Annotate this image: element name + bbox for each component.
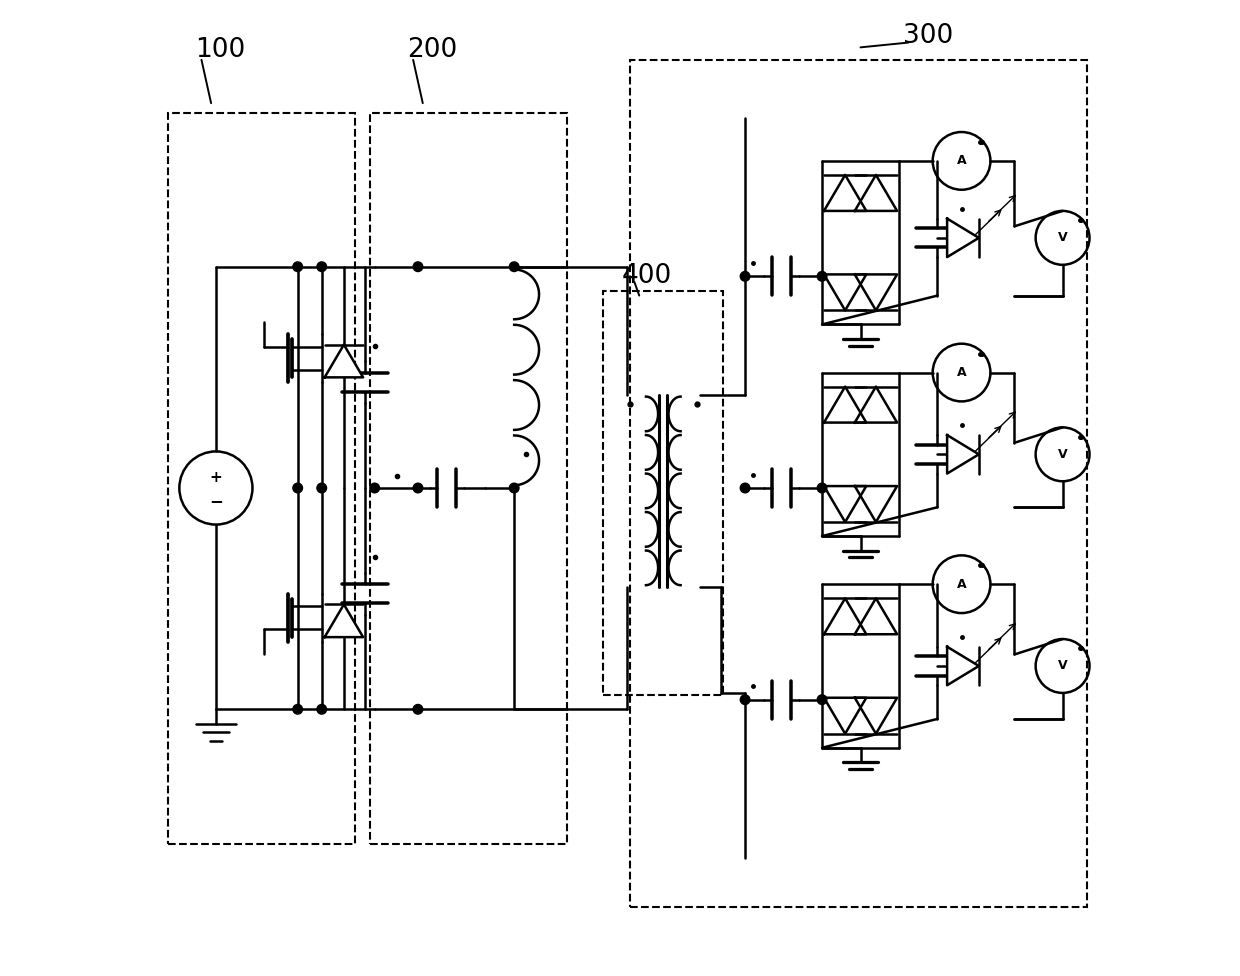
Polygon shape <box>854 386 897 423</box>
Circle shape <box>317 262 326 271</box>
Polygon shape <box>823 486 867 522</box>
Circle shape <box>817 271 827 281</box>
Polygon shape <box>854 274 897 310</box>
Polygon shape <box>823 175 867 211</box>
Text: V: V <box>1058 448 1068 461</box>
Text: 200: 200 <box>407 37 458 63</box>
Text: A: A <box>957 154 966 167</box>
Polygon shape <box>325 345 363 378</box>
Circle shape <box>317 483 326 493</box>
Bar <box>630 60 1086 907</box>
Polygon shape <box>823 698 867 734</box>
Polygon shape <box>854 486 897 522</box>
Circle shape <box>510 262 520 271</box>
Circle shape <box>510 483 520 493</box>
Circle shape <box>740 695 750 705</box>
Circle shape <box>317 705 326 714</box>
Text: 100: 100 <box>196 37 246 63</box>
Circle shape <box>740 271 750 281</box>
Bar <box>167 113 356 844</box>
Text: −: − <box>210 492 223 509</box>
Text: V: V <box>1058 660 1068 672</box>
Polygon shape <box>947 647 978 685</box>
Circle shape <box>413 705 423 714</box>
Circle shape <box>817 695 827 705</box>
Text: A: A <box>957 366 966 379</box>
Polygon shape <box>325 604 363 637</box>
Polygon shape <box>947 219 978 257</box>
Circle shape <box>817 483 827 493</box>
Circle shape <box>293 262 303 271</box>
Circle shape <box>413 483 423 493</box>
Text: A: A <box>957 578 966 590</box>
Polygon shape <box>854 175 897 211</box>
Polygon shape <box>854 698 897 734</box>
Polygon shape <box>823 598 867 634</box>
Text: V: V <box>1058 231 1068 244</box>
Bar <box>370 113 567 844</box>
Circle shape <box>293 705 303 714</box>
Polygon shape <box>854 598 897 634</box>
Text: 400: 400 <box>621 264 672 289</box>
Polygon shape <box>823 386 867 423</box>
Circle shape <box>293 483 303 493</box>
Bar <box>603 291 723 695</box>
Text: 300: 300 <box>903 22 954 49</box>
Circle shape <box>370 483 379 493</box>
Polygon shape <box>823 274 867 310</box>
Text: +: + <box>210 469 222 484</box>
Circle shape <box>413 262 423 271</box>
Polygon shape <box>947 435 978 473</box>
Circle shape <box>740 483 750 493</box>
